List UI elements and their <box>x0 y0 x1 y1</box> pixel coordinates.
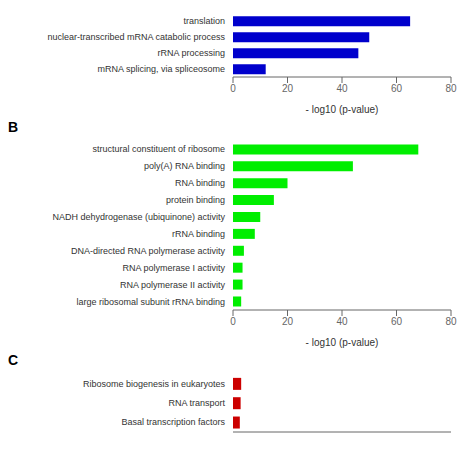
svg-text:80: 80 <box>445 83 457 94</box>
html-text:B: B <box>8 119 19 135</box>
svg-text:20: 20 <box>282 316 294 327</box>
svg-text:translation: translation <box>183 16 225 26</box>
svg-text:RNA transport: RNA transport <box>168 398 225 408</box>
svg-text:poly(A) RNA binding: poly(A) RNA binding <box>144 161 225 171</box>
svg-text:- log10 (p-value): - log10 (p-value) <box>306 104 379 115</box>
svg-text:nuclear-transcribed mRNA catab: nuclear-transcribed mRNA catabolic proce… <box>47 32 225 42</box>
svg-text:20: 20 <box>282 83 294 94</box>
svg-text:0: 0 <box>230 316 236 327</box>
svg-text:rRNA processing: rRNA processing <box>157 48 225 58</box>
svg-text:60: 60 <box>391 316 403 327</box>
svg-text:DNA-directed RNA polymerase ac: DNA-directed RNA polymerase activity <box>71 246 226 256</box>
svg-text:40: 40 <box>336 316 348 327</box>
svg-text:- log10 (p-value): - log10 (p-value) <box>306 337 379 348</box>
svg-text:0: 0 <box>230 83 236 94</box>
svg-text:Ribosome biogenesis in eukaryo: Ribosome biogenesis in eukaryotes <box>83 379 226 389</box>
svg-text:60: 60 <box>391 83 403 94</box>
svg-text:40: 40 <box>336 83 348 94</box>
svg-text:80: 80 <box>445 316 457 327</box>
html-text:C: C <box>8 352 19 368</box>
svg-text:NADH dehydrogenase (ubiquinone: NADH dehydrogenase (ubiquinone) activity <box>52 212 225 222</box>
svg-text:RNA polymerase I activity: RNA polymerase I activity <box>122 263 225 273</box>
svg-text:RNA polymerase II activity: RNA polymerase II activity <box>120 280 226 290</box>
svg-text:mRNA splicing, via spliceosome: mRNA splicing, via spliceosome <box>97 64 225 74</box>
svg-text:rRNA binding: rRNA binding <box>172 229 225 239</box>
svg-text:Basal transcription factors: Basal transcription factors <box>121 417 225 427</box>
svg-text:large ribosomal subunit rRNA b: large ribosomal subunit rRNA binding <box>76 297 225 307</box>
svg-text:structural constituent of ribo: structural constituent of ribosome <box>92 144 225 154</box>
svg-text:RNA binding: RNA binding <box>175 178 225 188</box>
svg-text:protein binding: protein binding <box>166 195 225 205</box>
